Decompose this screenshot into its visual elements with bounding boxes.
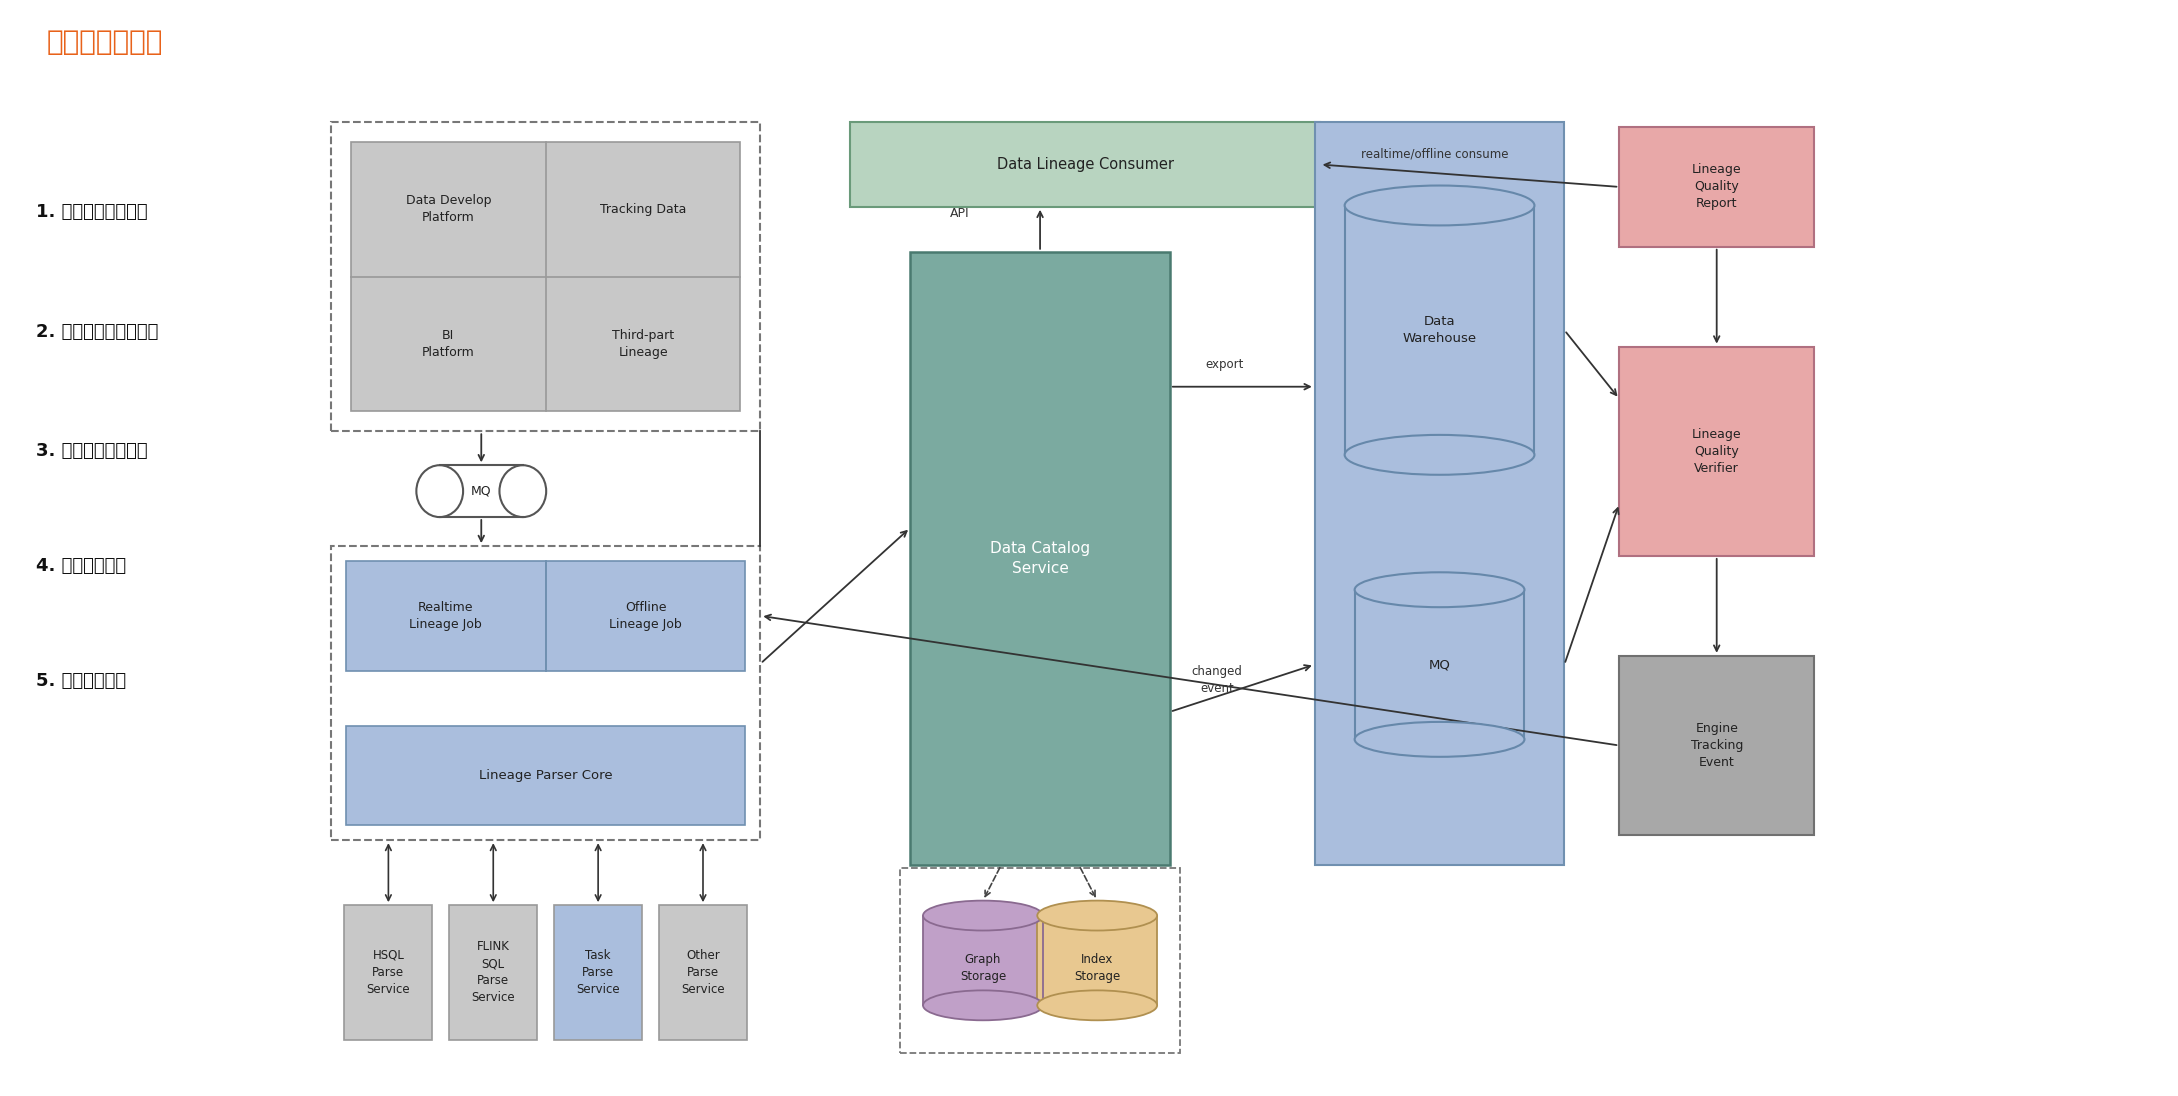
Ellipse shape xyxy=(1355,572,1525,607)
Bar xyxy=(900,868,1180,1053)
Text: MQ: MQ xyxy=(470,484,492,498)
Bar xyxy=(1355,590,1525,740)
Text: 4. 更多消费方式: 4. 更多消费方式 xyxy=(37,557,126,575)
Bar xyxy=(553,905,643,1040)
Bar xyxy=(660,905,747,1040)
Text: Data Develop
Platform: Data Develop Platform xyxy=(405,194,490,225)
Bar xyxy=(1618,655,1814,835)
Bar xyxy=(344,905,433,1040)
Ellipse shape xyxy=(923,901,1043,931)
Text: Lineage
Quality
Verifier: Lineage Quality Verifier xyxy=(1692,427,1742,475)
Text: Task
Parse
Service: Task Parse Service xyxy=(577,949,621,996)
Text: 1. 增量和近实时更新: 1. 增量和近实时更新 xyxy=(37,203,148,221)
Text: Third-part
Lineage: Third-part Lineage xyxy=(612,329,675,359)
Bar xyxy=(346,561,547,671)
Ellipse shape xyxy=(923,991,1043,1020)
Text: 2. 支持血缘标准化接入: 2. 支持血缘标准化接入 xyxy=(37,322,159,341)
Ellipse shape xyxy=(1344,185,1535,226)
Text: Index
Storage: Index Storage xyxy=(1074,954,1119,983)
Text: Realtime
Lineage Job: Realtime Lineage Job xyxy=(409,601,481,631)
Ellipse shape xyxy=(1355,722,1525,757)
Bar xyxy=(351,142,741,411)
Ellipse shape xyxy=(416,465,464,517)
Bar xyxy=(547,561,745,671)
Text: Data
Warehouse: Data Warehouse xyxy=(1403,316,1477,345)
Text: MQ: MQ xyxy=(1429,658,1451,671)
Ellipse shape xyxy=(1037,901,1157,931)
Text: changed
event: changed event xyxy=(1191,665,1241,695)
Text: Data Catalog
Service: Data Catalog Service xyxy=(991,541,1091,575)
Bar xyxy=(849,122,1320,207)
Text: export: export xyxy=(1207,358,1244,372)
Text: Lineage
Quality
Report: Lineage Quality Report xyxy=(1692,163,1742,210)
Bar xyxy=(1037,915,1157,1005)
Bar xyxy=(910,252,1170,865)
Text: 第三版血缘架构: 第三版血缘架构 xyxy=(46,28,163,56)
Bar xyxy=(440,465,523,517)
Text: FLINK
SQL
Parse
Service: FLINK SQL Parse Service xyxy=(470,940,514,1004)
Text: Offline
Lineage Job: Offline Lineage Job xyxy=(610,601,682,631)
Text: API: API xyxy=(950,207,969,220)
Text: Tracking Data: Tracking Data xyxy=(599,203,686,216)
Text: Lineage Parser Core: Lineage Parser Core xyxy=(479,769,612,781)
Bar xyxy=(1316,122,1564,865)
Ellipse shape xyxy=(1344,435,1535,475)
Ellipse shape xyxy=(499,465,547,517)
Bar xyxy=(449,905,538,1040)
Bar xyxy=(331,122,760,432)
Text: HSQL
Parse
Service: HSQL Parse Service xyxy=(366,949,409,996)
Text: Data Lineage Consumer: Data Lineage Consumer xyxy=(998,157,1174,172)
Text: realtime/offline consume: realtime/offline consume xyxy=(1361,148,1509,161)
Text: 5. 血缘质量报表: 5. 血缘质量报表 xyxy=(37,672,126,689)
Text: Other
Parse
Service: Other Parse Service xyxy=(682,949,725,996)
Text: Engine
Tracking
Event: Engine Tracking Event xyxy=(1690,722,1742,769)
Text: 3. 插件化的解析服务: 3. 插件化的解析服务 xyxy=(37,443,148,460)
Bar xyxy=(1344,205,1535,455)
Bar xyxy=(1618,127,1814,247)
Text: Graph
Storage: Graph Storage xyxy=(960,954,1006,983)
Text: BI
Platform: BI Platform xyxy=(423,329,475,359)
Ellipse shape xyxy=(1037,991,1157,1020)
Bar xyxy=(346,726,745,825)
Bar xyxy=(923,915,1043,1005)
Bar xyxy=(331,546,760,841)
Bar xyxy=(1618,346,1814,556)
